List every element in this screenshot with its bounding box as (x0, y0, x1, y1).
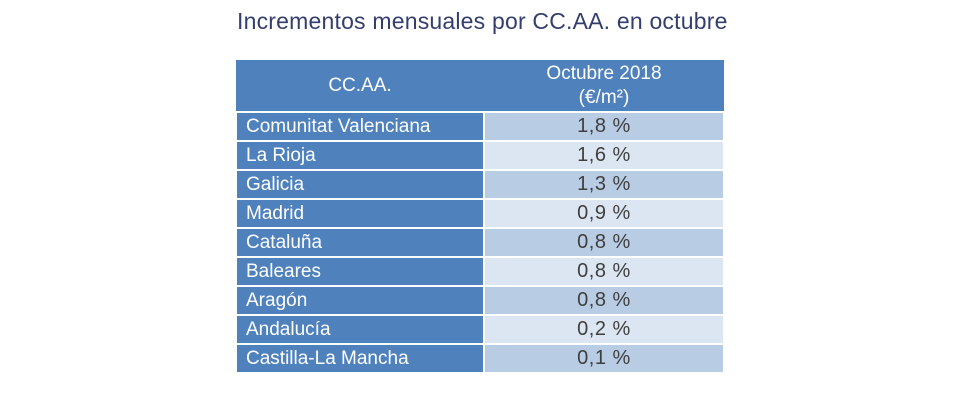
value-cell: 0,8 % (483, 285, 725, 316)
table-row: Andalucía 0,2 % (235, 314, 725, 345)
region-cell: Andalucía (235, 314, 485, 345)
value-cell: 0,2 % (483, 314, 725, 345)
table-row: Galicia 1,3 % (235, 169, 725, 200)
column-header-octubre: Octubre 2018 (€/m²) (484, 60, 724, 112)
table-row: La Rioja 1,6 % (235, 140, 725, 171)
region-cell: Castilla-La Mancha (235, 343, 485, 374)
header-row: CC.AA. Octubre 2018 (€/m²) (236, 60, 724, 112)
region-cell: Comunitat Valenciana (235, 111, 485, 142)
table-row: Comunitat Valenciana 1,8 % (235, 111, 725, 142)
title-container: Incrementos mensuales por CC.AA. en octu… (237, 8, 728, 35)
table-header: CC.AA. Octubre 2018 (€/m²) (236, 60, 724, 112)
value-cell: 0,1 % (483, 343, 725, 374)
region-cell: La Rioja (235, 140, 485, 171)
data-table: CC.AA. Octubre 2018 (€/m²) Comunitat Val… (235, 60, 725, 374)
value-cell: 1,8 % (483, 111, 725, 142)
column-header-octubre-line1: Octubre 2018 (546, 63, 662, 85)
table-row: Madrid 0,9 % (235, 198, 725, 229)
region-cell: Madrid (235, 198, 485, 229)
region-cell: Cataluña (235, 227, 485, 258)
value-cell: 0,8 % (483, 256, 725, 287)
value-cell: 1,6 % (483, 140, 725, 171)
table-container: CC.AA. Octubre 2018 (€/m²) Comunitat Val… (235, 60, 725, 374)
table-row: Aragón 0,8 % (235, 285, 725, 316)
value-cell: 1,3 % (483, 169, 725, 200)
table-row: Cataluña 0,8 % (235, 227, 725, 258)
table-row: Baleares 0,8 % (235, 256, 725, 287)
chart-title: Incrementos mensuales por CC.AA. en octu… (237, 8, 728, 34)
region-cell: Baleares (235, 256, 485, 287)
column-header-ccaa: CC.AA. (236, 60, 484, 112)
value-cell: 0,8 % (483, 227, 725, 258)
region-cell: Galicia (235, 169, 485, 200)
value-cell: 0,9 % (483, 198, 725, 229)
table-row: Castilla-La Mancha 0,1 % (235, 343, 725, 374)
table-body: Comunitat Valenciana 1,8 % La Rioja 1,6 … (235, 111, 725, 374)
region-cell: Aragón (235, 285, 485, 316)
column-header-octubre-line2: (€/m²) (578, 86, 630, 108)
